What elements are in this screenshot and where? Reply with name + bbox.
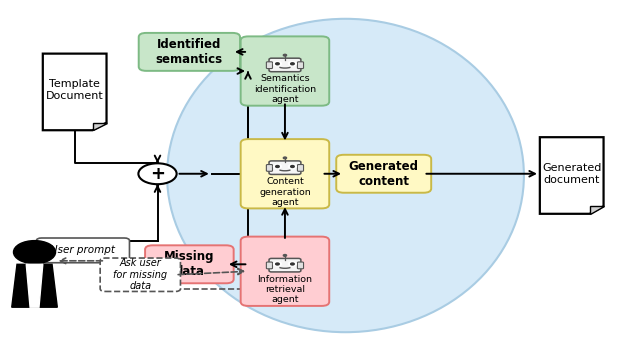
FancyBboxPatch shape [241, 139, 329, 208]
FancyBboxPatch shape [298, 62, 303, 68]
FancyBboxPatch shape [139, 33, 240, 71]
Text: Missing
data: Missing data [164, 250, 214, 278]
Polygon shape [589, 206, 604, 214]
Polygon shape [26, 264, 43, 307]
Ellipse shape [167, 19, 524, 332]
FancyBboxPatch shape [266, 165, 273, 171]
Polygon shape [12, 264, 58, 307]
FancyBboxPatch shape [269, 161, 301, 174]
Circle shape [13, 241, 56, 264]
FancyBboxPatch shape [298, 262, 303, 269]
Circle shape [276, 63, 279, 65]
Circle shape [276, 263, 279, 265]
Circle shape [284, 254, 287, 256]
Circle shape [273, 62, 282, 66]
Polygon shape [43, 54, 106, 130]
Text: Template
Document: Template Document [46, 79, 104, 101]
Text: User prompt: User prompt [51, 245, 115, 256]
FancyBboxPatch shape [298, 165, 303, 171]
FancyBboxPatch shape [100, 258, 180, 291]
FancyBboxPatch shape [266, 262, 273, 269]
Text: Generated
document: Generated document [542, 163, 602, 185]
Text: Ask user
for missing
data: Ask user for missing data [113, 258, 168, 291]
FancyBboxPatch shape [36, 238, 129, 263]
Polygon shape [93, 122, 106, 130]
Circle shape [138, 163, 177, 184]
Text: Content
generation
agent: Content generation agent [259, 177, 311, 207]
FancyBboxPatch shape [145, 245, 234, 283]
Text: Information
retrieval
agent: Information retrieval agent [257, 274, 312, 304]
Circle shape [291, 263, 294, 265]
Text: Semantics
identification
agent: Semantics identification agent [254, 74, 316, 104]
Circle shape [276, 166, 279, 167]
Text: Identified
semantics: Identified semantics [156, 38, 223, 66]
FancyBboxPatch shape [266, 62, 273, 68]
Circle shape [289, 62, 296, 66]
Circle shape [289, 164, 296, 168]
Text: +: + [150, 165, 165, 183]
Text: Generated
content: Generated content [349, 160, 419, 188]
Circle shape [284, 157, 287, 159]
Circle shape [291, 63, 294, 65]
FancyBboxPatch shape [336, 155, 431, 193]
Circle shape [291, 166, 294, 167]
Circle shape [289, 262, 296, 266]
FancyBboxPatch shape [269, 258, 301, 272]
Circle shape [273, 262, 282, 266]
FancyBboxPatch shape [241, 237, 329, 306]
Circle shape [273, 164, 282, 168]
FancyBboxPatch shape [269, 58, 301, 72]
Circle shape [284, 54, 287, 56]
FancyBboxPatch shape [241, 37, 329, 106]
Polygon shape [540, 137, 604, 214]
